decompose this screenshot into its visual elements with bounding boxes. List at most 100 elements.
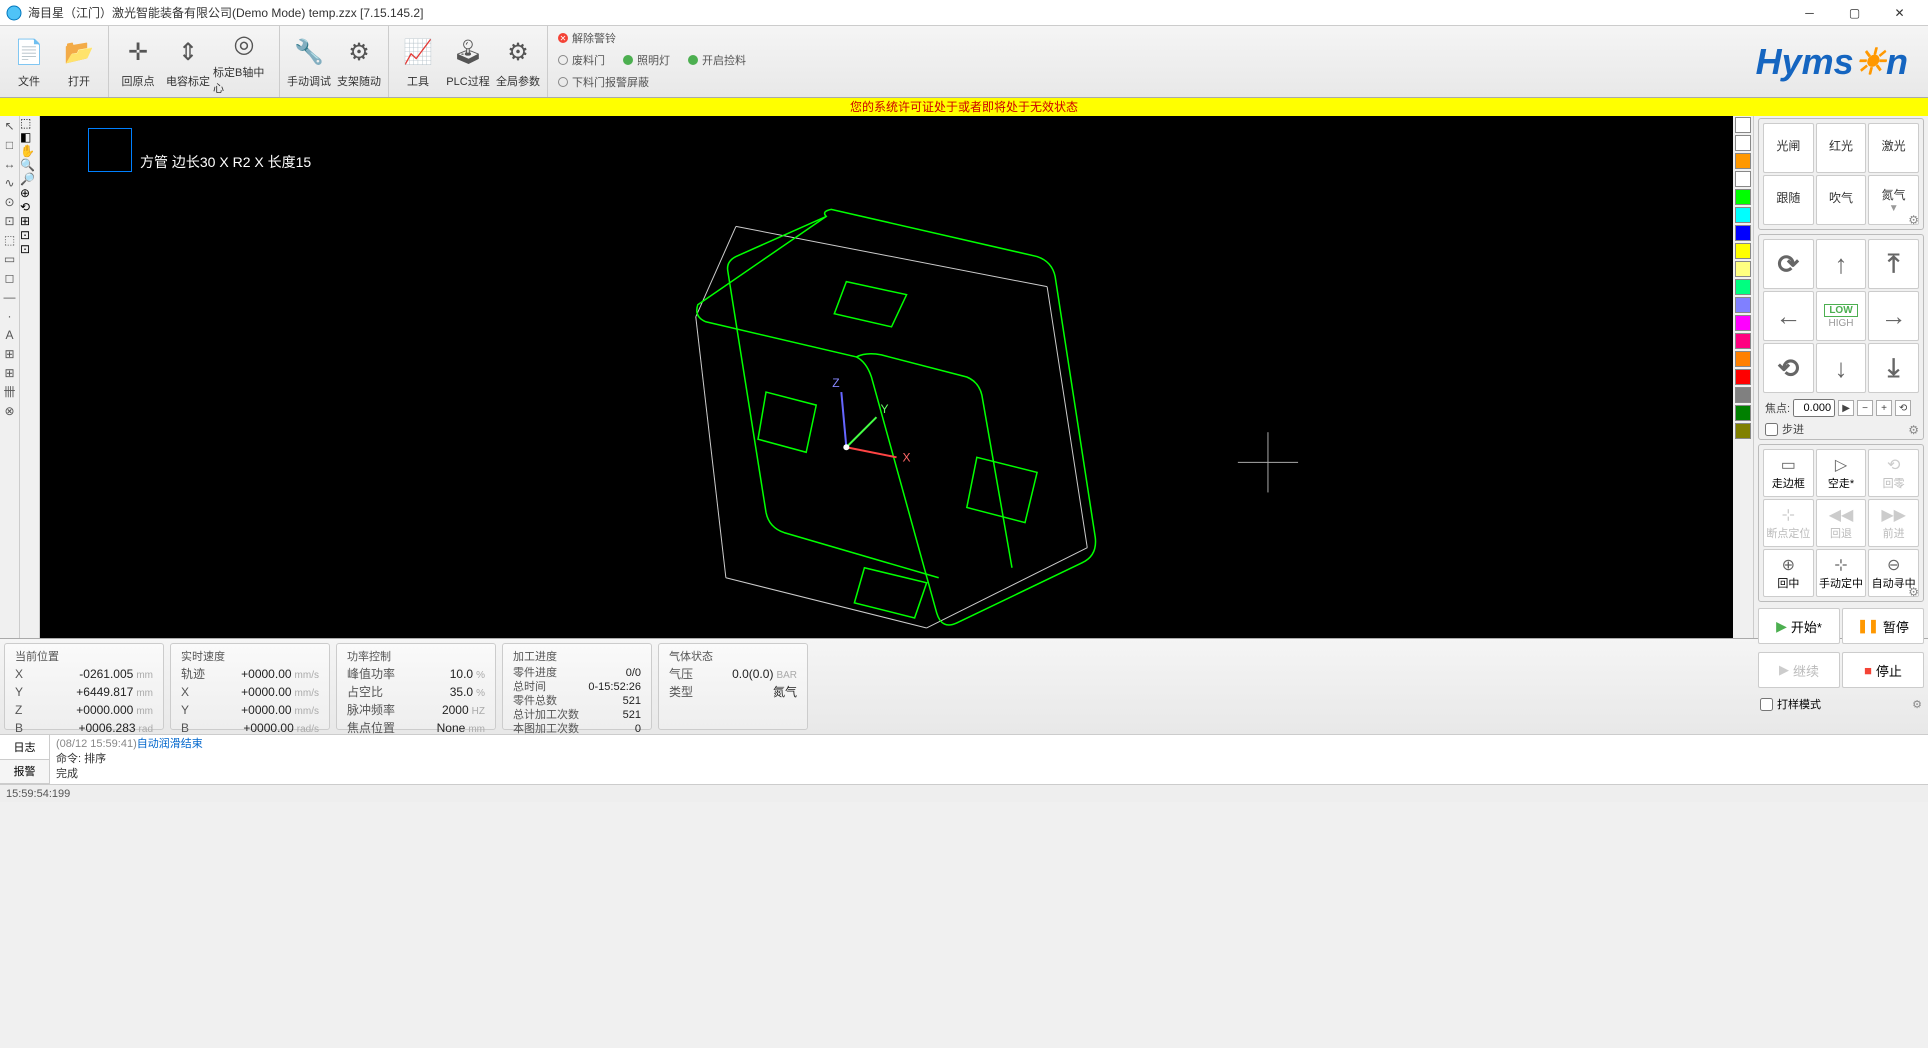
tool-b-6[interactable]: ⟲ (20, 200, 39, 214)
z-down-button[interactable]: ⤓ (1868, 343, 1919, 393)
center-button[interactable]: ⊕回中 (1763, 549, 1814, 597)
left-button[interactable]: ← (1763, 291, 1814, 341)
autoload-toggle[interactable]: 开启捡料 (688, 52, 746, 68)
right-button[interactable]: → (1868, 291, 1919, 341)
tool-b-2[interactable]: ✋ (20, 144, 39, 158)
step-checkbox[interactable] (1765, 423, 1778, 436)
tool-a-1[interactable]: □ (0, 135, 19, 154)
preview-thumbnail[interactable] (88, 128, 132, 172)
follow-button[interactable]: 跟随 (1763, 175, 1814, 225)
color-swatch-0[interactable] (1735, 117, 1751, 133)
maximize-button[interactable]: ▢ (1832, 1, 1877, 25)
tool-a-14[interactable]: 卌 (0, 382, 19, 401)
redlight-button[interactable]: 红光 (1816, 123, 1867, 173)
viewport[interactable]: 方管 边长30 X R2 X 长度15 (40, 116, 1733, 638)
color-swatch-6[interactable] (1735, 225, 1751, 241)
baxis-button[interactable]: ◎标定B轴中心 (213, 28, 275, 96)
tool-a-9[interactable]: — (0, 287, 19, 306)
color-swatch-3[interactable] (1735, 171, 1751, 187)
focus-input[interactable] (1793, 399, 1835, 417)
plc-button[interactable]: 🕹PLC过程 (443, 28, 493, 96)
color-swatch-2[interactable] (1735, 153, 1751, 169)
sample-checkbox[interactable] (1760, 698, 1773, 711)
zero-button[interactable]: ⟲回零 (1868, 449, 1919, 497)
shutter-button[interactable]: 光闸 (1763, 123, 1814, 173)
manual-center-button[interactable]: ⊹手动定中 (1816, 549, 1867, 597)
cap-button[interactable]: ⇕电容标定 (163, 28, 213, 96)
up-button[interactable]: ↑ (1816, 239, 1867, 289)
minimize-button[interactable]: ─ (1787, 1, 1832, 25)
global-button[interactable]: ⚙全局参数 (493, 28, 543, 96)
speed-toggle[interactable]: LOWHIGH (1816, 291, 1867, 341)
gear-icon[interactable]: ⚙ (1908, 423, 1919, 437)
log-tab[interactable]: 日志 (0, 735, 49, 760)
tool-a-10[interactable]: · (0, 306, 19, 325)
color-swatch-1[interactable] (1735, 135, 1751, 151)
tool-b-0[interactable]: ⬚ (20, 116, 39, 130)
unload-toggle[interactable]: 下料门报警屏蔽 (558, 74, 649, 90)
stop-button[interactable]: ■停止 (1842, 652, 1924, 688)
focus-reset-button[interactable]: ⟲ (1895, 400, 1911, 416)
tool-a-13[interactable]: ⊞ (0, 363, 19, 382)
file-button[interactable]: 📄文件 (4, 28, 54, 96)
gear-icon[interactable]: ⚙ (1908, 585, 1919, 599)
support-button[interactable]: ⚙支架随动 (334, 28, 384, 96)
light-toggle[interactable]: 照明灯 (623, 52, 670, 68)
rotate-ccw-button[interactable]: ⟲ (1763, 343, 1814, 393)
tool-a-11[interactable]: A (0, 325, 19, 344)
tool-b-9[interactable]: ⊡ (20, 242, 39, 256)
tool-a-8[interactable]: ◻ (0, 268, 19, 287)
color-swatch-5[interactable] (1735, 207, 1751, 223)
back-button[interactable]: ◀◀回退 (1816, 499, 1867, 547)
tool-b-4[interactable]: 🔎 (20, 172, 39, 186)
waste-toggle[interactable]: 废料门 (558, 52, 605, 68)
z-up-button[interactable]: ⤒ (1868, 239, 1919, 289)
tool-a-15[interactable]: ⊗ (0, 401, 19, 420)
breakpoint-button[interactable]: ⊹断点定位 (1763, 499, 1814, 547)
color-swatch-15[interactable] (1735, 387, 1751, 403)
start-button[interactable]: ▶开始* (1758, 608, 1840, 644)
color-swatch-14[interactable] (1735, 369, 1751, 385)
tool-a-4[interactable]: ⊙ (0, 192, 19, 211)
pause-button[interactable]: ❚❚暂停 (1842, 608, 1924, 644)
color-swatch-17[interactable] (1735, 423, 1751, 439)
tool-a-12[interactable]: ⊞ (0, 344, 19, 363)
tool-a-6[interactable]: ⬚ (0, 230, 19, 249)
close-button[interactable]: ✕ (1877, 1, 1922, 25)
color-swatch-10[interactable] (1735, 297, 1751, 313)
alarm-tab[interactable]: 报警 (0, 760, 49, 785)
down-button[interactable]: ↓ (1816, 343, 1867, 393)
tool-b-8[interactable]: ⊡ (20, 228, 39, 242)
frame-button[interactable]: ▭走边框 (1763, 449, 1814, 497)
color-swatch-4[interactable] (1735, 189, 1751, 205)
gear-icon[interactable]: ⚙ (1912, 698, 1922, 711)
color-swatch-9[interactable] (1735, 279, 1751, 295)
tool-a-2[interactable]: ↔ (0, 154, 19, 173)
open-button[interactable]: 📂打开 (54, 28, 104, 96)
tool-b-5[interactable]: ⊕ (20, 186, 39, 200)
manual-button[interactable]: 🔧手动调试 (284, 28, 334, 96)
focus-minus-button[interactable]: − (1857, 400, 1873, 416)
color-swatch-7[interactable] (1735, 243, 1751, 259)
focus-plus-button[interactable]: + (1876, 400, 1892, 416)
tool-b-7[interactable]: ⊞ (20, 214, 39, 228)
gear-icon[interactable]: ⚙ (1908, 213, 1919, 227)
laser-button[interactable]: 激光 (1868, 123, 1919, 173)
dryrun-button[interactable]: ▷空走* (1816, 449, 1867, 497)
color-swatch-8[interactable] (1735, 261, 1751, 277)
alarm-toggle[interactable]: ✕解除警铃 (558, 30, 616, 46)
color-swatch-13[interactable] (1735, 351, 1751, 367)
tool-a-5[interactable]: ⊡ (0, 211, 19, 230)
focus-go-button[interactable]: ▶ (1838, 400, 1854, 416)
tool-button[interactable]: 📈工具 (393, 28, 443, 96)
continue-button[interactable]: ▶继续 (1758, 652, 1840, 688)
tool-b-1[interactable]: ◧ (20, 130, 39, 144)
tool-b-3[interactable]: 🔍 (20, 158, 39, 172)
forward-button[interactable]: ▶▶前进 (1868, 499, 1919, 547)
color-swatch-12[interactable] (1735, 333, 1751, 349)
tool-a-7[interactable]: ▭ (0, 249, 19, 268)
rotate-cw-button[interactable]: ⟳ (1763, 239, 1814, 289)
blow-button[interactable]: 吹气 (1816, 175, 1867, 225)
origin-button[interactable]: ✛回原点 (113, 28, 163, 96)
color-swatch-16[interactable] (1735, 405, 1751, 421)
